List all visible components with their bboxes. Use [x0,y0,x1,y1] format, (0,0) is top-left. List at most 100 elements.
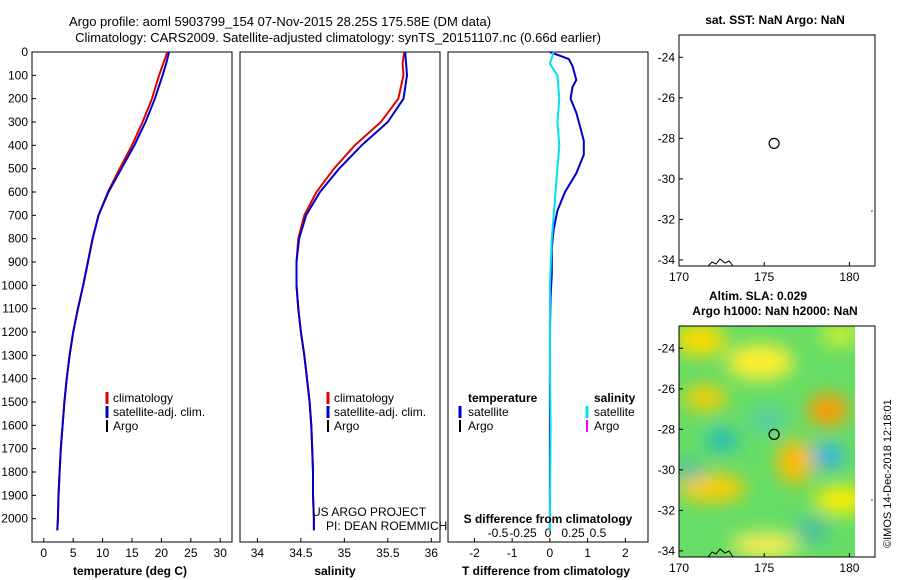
map-y-tick-label: -34 [658,253,676,267]
sla-high-blob [731,533,799,557]
map-x-tick-label: 175 [754,270,774,284]
x-tick-label: 25 [184,546,198,560]
coastline-shape [707,548,734,557]
depth-tick-label: 1600 [1,418,28,432]
s-tick-label: -0.5 [488,526,509,540]
legend-temperature-title: temperature [468,391,538,405]
legend-climatology: climatology [113,391,173,405]
s-tick-label: 0.5 [590,526,607,540]
coastline-shape [707,258,734,267]
depth-tick-label: 1200 [1,325,28,339]
depth-tick-label: 1300 [1,348,28,362]
depth-tick-label: 0 [21,45,28,59]
depth-tick-label: 1500 [1,395,28,409]
profile-location-marker [768,428,780,441]
legend-argo: Argo [113,419,139,433]
depth-tick-label: 1100 [2,302,28,316]
series-line-satellite-adj-clim- [56,51,171,531]
sst-map-panel: sat. SST: NaN Argo: NaN 170 175 180 -24 -26 -… [658,13,876,284]
legend-argo: Argo [334,419,360,433]
x-tick-label: 20 [155,546,169,560]
depth-tick-label: 600 [8,185,28,199]
x-tick-label: 34.5 [289,546,313,560]
legend-s-argo: Argo [594,419,620,433]
sla-map-subtitle: Argo h1000: NaN h2000: NaN [692,304,857,318]
depth-tick-label: 300 [8,115,28,129]
sla-low-blob [706,428,738,452]
x-tick-label: 30 [214,546,228,560]
depth-tick-label: 2000 [1,512,28,526]
depth-tick-label: 800 [8,232,28,246]
sla-high-blob [679,326,726,356]
legend-t-satellite: satellite [468,405,509,419]
legend-satellite: satellite-adj. clim. [113,405,205,419]
sla-map-axes: 170 175 180 -24 -26 -28 -30 -32 -34 [658,341,860,575]
sla-high-blob [679,474,746,502]
sst-map-axes: 170 175 180 -24 -26 -28 -30 -32 -34 [658,50,860,284]
depth-tick-label: 500 [8,162,28,176]
sla-high-blob [683,386,727,410]
sla-map-axes-box [678,325,876,558]
s-tick-label: 0.25 [561,526,585,540]
difference-legend-salinity: salinity satellite Argo [585,391,636,433]
x-tick-label: 1 [584,546,591,560]
map-x-tick-label: 180 [839,270,859,284]
sst-map-axes-box [678,34,876,267]
map-y-tick-label: -26 [658,91,676,105]
t-difference-axis: -2 -1 0 1 2 [469,538,629,560]
x-tick-label: 35 [338,546,352,560]
map-x-tick-label: 180 [839,561,859,575]
difference-axes-box [447,51,649,543]
salinity-axes-box [239,51,441,543]
depth-tick-label: 1900 [1,488,28,502]
sst-map-markers [768,137,780,150]
depth-tick-label: 700 [8,208,28,222]
sla-high-blob [777,440,813,484]
x-tick-label: 35.5 [376,546,400,560]
legend-s-satellite: satellite [594,405,635,419]
x-tick-label: -1 [507,546,518,560]
s-difference-axis: -0.5 -0.25 0 0.25 0.5 [488,526,607,540]
map-y-tick-label: -30 [658,463,676,477]
salinity-xlabel: salinity [314,564,356,578]
series-line-satellite-adj-clim- [295,51,409,531]
salinity-legend: climatology satellite-adj. clim. Argo [326,391,426,433]
depth-tick-label: 1800 [1,465,28,479]
sla-low-blob [796,518,828,542]
x-tick-label: -2 [469,546,480,560]
sla-low-blob [750,408,786,432]
x-tick-label: 36 [425,546,439,560]
depth-tick-label: 900 [8,255,28,269]
map-x-tick-label: 170 [669,561,689,575]
temperature-legend: climatology satellite-adj. clim. Argo [105,391,205,433]
map-y-tick-label: -32 [658,503,676,517]
map-y-tick-label: -24 [658,341,676,355]
temperature-x-axis: 0 5 10 15 20 25 30 [40,538,227,560]
temperature-panel: 0100200300400500600700800900100011001200… [1,45,233,578]
header-line2: Climatology: CARS2009. Satellite-adjuste… [75,30,601,45]
header-line1: Argo profile: aoml 5903799_154 07-Nov-20… [69,14,491,29]
depth-tick-label: 200 [8,92,28,106]
map-y-tick-label: -28 [658,131,676,145]
s-tick-label: 0 [545,526,552,540]
s-tick-label: -0.25 [509,526,537,540]
sla-low-blob [812,444,844,468]
depth-axis: 0 100 200 300 400 500 600 700 800 900 1000 1100 1200… [1,45,36,526]
sla-high-blob [820,326,860,347]
difference-panel: -2 -1 0 1 2 -0.5 -0.25 0 0.25 0.5 T difference f… [447,51,649,578]
depth-tick-label: 1400 [1,372,28,386]
map-x-tick-label: 175 [754,561,774,575]
project-credit: US ARGO PROJECT [312,505,427,519]
island-shape [871,499,873,501]
x-tick-label: 15 [125,546,139,560]
sla-low-blob [679,460,704,480]
imos-credit: ©IMOS 14-Dec-2018 12:18:01 [882,399,894,548]
depth-tick-label: 1700 [1,442,28,456]
profile-location-marker [768,137,780,150]
legend-t-argo: Argo [468,419,494,433]
salinity-lines [295,51,409,531]
island-shape [871,210,873,212]
depth-tick-label: 100 [8,68,28,82]
map-y-tick-label: -30 [658,172,676,186]
